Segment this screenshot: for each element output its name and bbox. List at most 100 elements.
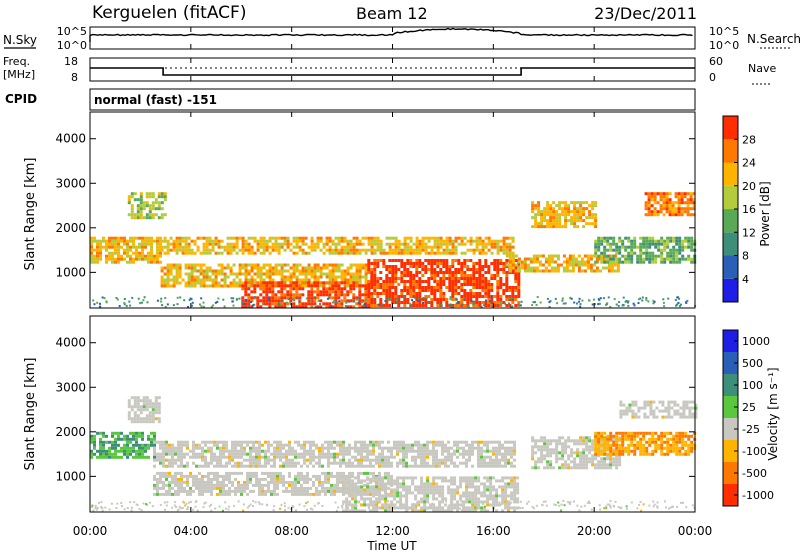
echo-cell xyxy=(220,284,224,288)
echo-cell xyxy=(256,248,260,252)
echo-cell xyxy=(450,494,454,498)
echo-cell xyxy=(390,446,393,450)
echo-cell xyxy=(364,251,368,255)
echo-cell xyxy=(214,284,218,288)
echo-cell xyxy=(391,248,395,252)
y-tick-label: 4000 xyxy=(55,132,86,146)
echo-cell xyxy=(229,248,233,252)
echo-cell xyxy=(438,506,442,510)
echo-cell xyxy=(249,452,252,456)
echo-cell xyxy=(360,440,363,444)
echo-cell xyxy=(114,257,117,261)
echo-cell xyxy=(313,299,317,303)
echo-cell xyxy=(217,269,221,273)
echo-cell xyxy=(252,474,255,478)
echo-cell xyxy=(468,479,472,483)
echo-cell xyxy=(318,461,321,465)
echo-cell xyxy=(523,266,527,270)
echo-cell xyxy=(471,494,475,498)
echo-cell xyxy=(498,503,502,507)
echo-cell xyxy=(478,277,482,280)
echo-cell xyxy=(265,269,269,273)
echo-cell xyxy=(288,474,291,478)
echo-cell xyxy=(656,192,660,196)
noise-cell xyxy=(588,299,590,302)
echo-cell xyxy=(433,242,437,246)
echo-cell xyxy=(159,452,162,456)
echo-cell xyxy=(174,474,177,478)
echo-cell xyxy=(594,219,598,223)
echo-cell xyxy=(354,497,358,501)
echo-cell xyxy=(255,449,258,453)
echo-cell xyxy=(399,485,403,489)
echo-cell xyxy=(324,477,327,481)
echo-cell xyxy=(132,239,135,243)
echo-cell xyxy=(514,295,518,298)
echo-cell xyxy=(403,265,407,268)
echo-cell xyxy=(540,454,544,458)
echo-cell xyxy=(496,265,500,268)
noise-cell xyxy=(128,300,131,303)
echo-cell xyxy=(546,439,550,443)
echo-cell xyxy=(268,251,272,255)
echo-cell xyxy=(99,443,102,447)
echo-cell xyxy=(268,278,272,282)
echo-cell xyxy=(460,239,464,243)
echo-cell xyxy=(250,248,254,252)
echo-cell xyxy=(450,491,454,495)
echo-cell xyxy=(376,242,380,246)
echo-cell xyxy=(537,207,541,211)
echo-cell xyxy=(495,488,499,492)
echo-cell xyxy=(399,449,402,453)
echo-cell xyxy=(276,449,279,453)
echo-cell xyxy=(312,492,315,496)
echo-cell xyxy=(199,281,203,285)
echo-cell xyxy=(552,219,556,223)
echo-cell xyxy=(307,245,311,249)
echo-cell xyxy=(193,275,197,279)
noise-cell xyxy=(164,306,167,308)
echo-cell xyxy=(184,281,188,285)
echo-cell xyxy=(469,301,473,304)
echo-cell xyxy=(349,281,353,285)
echo-cell xyxy=(130,210,134,214)
echo-cell xyxy=(363,446,366,450)
echo-cell xyxy=(469,298,473,301)
echo-cell xyxy=(543,466,547,470)
echo-cell xyxy=(139,207,143,211)
noise-cell xyxy=(549,300,552,303)
echo-cell xyxy=(451,295,455,298)
echo-cell xyxy=(490,301,494,304)
echo-cell xyxy=(247,287,251,291)
echo-cell xyxy=(375,485,379,489)
echo-cell xyxy=(429,485,433,489)
echo-cell xyxy=(345,461,348,465)
echo-cell xyxy=(537,445,541,449)
echo-cell xyxy=(306,486,309,490)
echo-cell xyxy=(93,452,96,456)
echo-cell xyxy=(285,464,288,468)
echo-cell xyxy=(262,290,266,294)
echo-cell xyxy=(222,449,225,453)
echo-cell xyxy=(291,464,294,468)
echo-cell xyxy=(139,198,143,202)
echo-cell xyxy=(535,260,539,264)
echo-cell xyxy=(340,263,344,267)
echo-cell xyxy=(457,271,461,274)
echo-cell xyxy=(123,452,126,456)
echo-cell xyxy=(310,239,314,243)
echo-cell xyxy=(354,494,358,498)
echo-cell xyxy=(259,293,263,297)
echo-cell xyxy=(366,491,370,495)
echo-cell xyxy=(325,275,329,279)
echo-cell xyxy=(304,272,308,276)
echo-cell xyxy=(132,242,135,246)
echo-cell xyxy=(105,449,108,453)
echo-cell xyxy=(298,239,302,243)
echo-cell xyxy=(300,452,303,456)
echo-cell xyxy=(414,509,418,513)
echo-cell xyxy=(303,449,306,453)
echo-cell xyxy=(313,263,317,267)
echo-cell xyxy=(219,452,222,456)
echo-cell xyxy=(550,269,554,273)
